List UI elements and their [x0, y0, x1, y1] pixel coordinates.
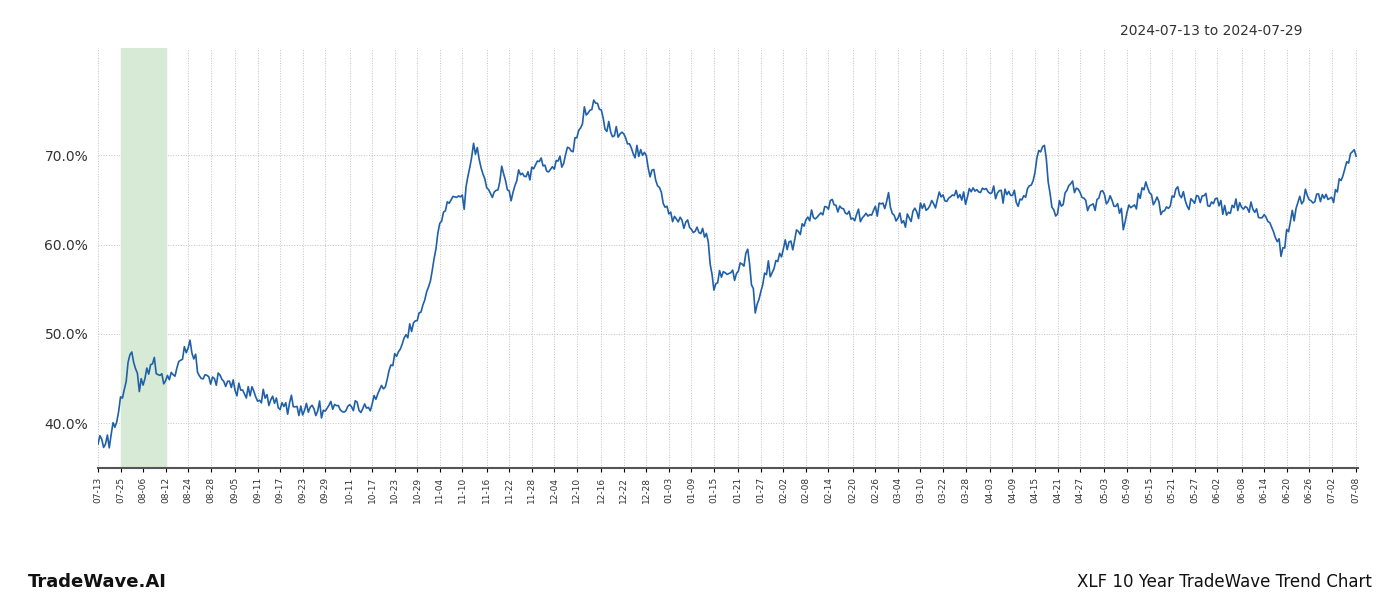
Bar: [120, 48, 165, 468]
Text: 2024-07-13 to 2024-07-29: 2024-07-13 to 2024-07-29: [1120, 24, 1302, 38]
Text: XLF 10 Year TradeWave Trend Chart: XLF 10 Year TradeWave Trend Chart: [1077, 573, 1372, 591]
Text: TradeWave.AI: TradeWave.AI: [28, 573, 167, 591]
